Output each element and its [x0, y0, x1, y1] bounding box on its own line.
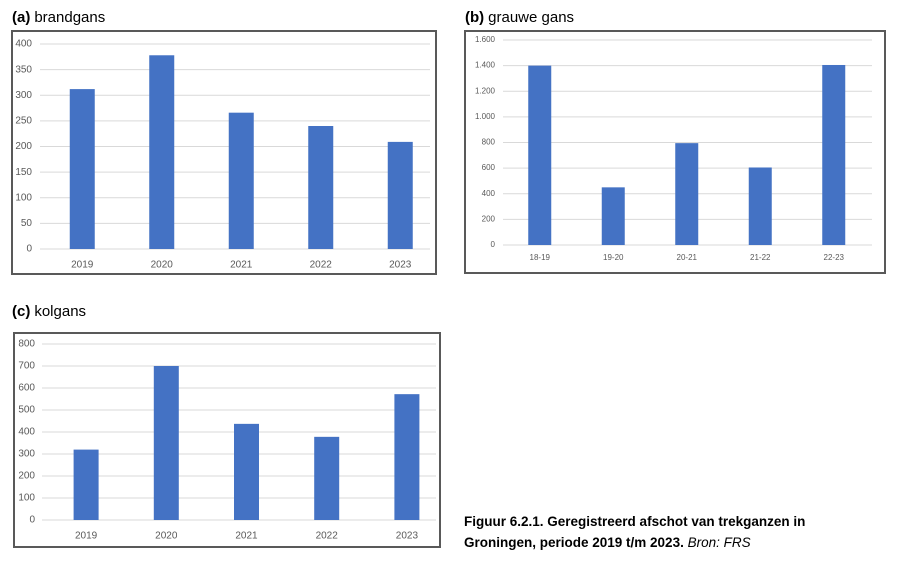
y-tick-label: 200	[15, 141, 32, 152]
title-text: grauwe gans	[488, 9, 574, 26]
chart-frame	[464, 30, 886, 274]
x-tick-label: 18-19	[530, 253, 551, 262]
bar	[73, 449, 99, 520]
y-tick-label: 150	[15, 167, 32, 178]
y-tick-label: 700	[18, 361, 35, 372]
panel-label: (c)	[12, 303, 30, 320]
bar	[528, 65, 552, 245]
bar	[387, 141, 413, 249]
bar	[675, 143, 699, 245]
title-text: brandgans	[34, 9, 105, 26]
x-tick-label: 2023	[396, 531, 419, 542]
y-tick-label: 0	[491, 240, 496, 249]
bar	[308, 126, 334, 249]
x-tick-label: 21-22	[750, 253, 771, 262]
caption-text: Figuur 6.2.1. Geregistreerd afschot van …	[464, 514, 806, 550]
y-tick-label: 800	[482, 138, 496, 147]
bar	[314, 436, 340, 520]
panel-label: (a)	[12, 9, 30, 26]
x-tick-label: 2020	[151, 260, 174, 271]
x-tick-label: 2021	[230, 260, 253, 271]
y-tick-label: 50	[21, 218, 33, 229]
chart-title: (b) grauwe gans	[465, 9, 574, 26]
x-tick-label: 2022	[316, 531, 339, 542]
y-tick-label: 300	[18, 449, 35, 460]
bar	[234, 423, 259, 520]
y-tick-label: 100	[15, 192, 32, 203]
x-tick-label: 2022	[310, 260, 333, 271]
caption: Figuur 6.2.1. Geregistreerd afschot van …	[464, 511, 856, 553]
x-tick-label: 19-20	[603, 253, 624, 262]
bar	[748, 167, 772, 245]
y-tick-label: 200	[482, 214, 496, 223]
y-tick-label: 200	[18, 471, 35, 482]
chart-title: (a) brandgans	[12, 9, 105, 26]
y-tick-label: 350	[15, 64, 32, 75]
y-tick-label: 400	[15, 39, 32, 50]
y-tick-label: 0	[29, 515, 35, 526]
y-tick-label: 1.000	[475, 112, 496, 121]
chart-title: (c) kolgans	[12, 303, 86, 320]
x-tick-label: 20-21	[677, 253, 698, 262]
title-text: kolgans	[34, 303, 86, 320]
y-tick-label: 400	[18, 427, 35, 438]
y-tick-label: 500	[18, 405, 35, 416]
y-tick-label: 250	[15, 116, 32, 127]
bar	[601, 187, 625, 245]
y-tick-label: 800	[18, 339, 35, 350]
bar	[228, 112, 254, 249]
y-tick-label: 400	[482, 189, 496, 198]
y-tick-label: 0	[26, 244, 32, 255]
panel-label: (b)	[465, 9, 484, 26]
bar	[153, 366, 179, 520]
x-tick-label: 2021	[235, 531, 258, 542]
y-tick-label: 600	[18, 383, 35, 394]
x-tick-label: 2019	[75, 531, 98, 542]
y-tick-label: 100	[18, 493, 35, 504]
bar	[69, 89, 95, 249]
x-tick-label: 2019	[71, 260, 94, 271]
caption-source: Bron: FRS	[687, 535, 751, 550]
y-tick-label: 1.400	[475, 61, 496, 70]
x-tick-label: 2020	[155, 531, 178, 542]
y-tick-label: 1.200	[475, 86, 496, 95]
y-tick-label: 600	[482, 163, 496, 172]
bar	[822, 64, 846, 245]
bar	[149, 55, 175, 250]
x-tick-label: 2023	[389, 260, 412, 271]
x-tick-label: 22-23	[824, 253, 845, 262]
y-tick-label: 300	[15, 90, 32, 101]
bar	[394, 394, 420, 520]
y-tick-label: 1.600	[475, 35, 496, 44]
